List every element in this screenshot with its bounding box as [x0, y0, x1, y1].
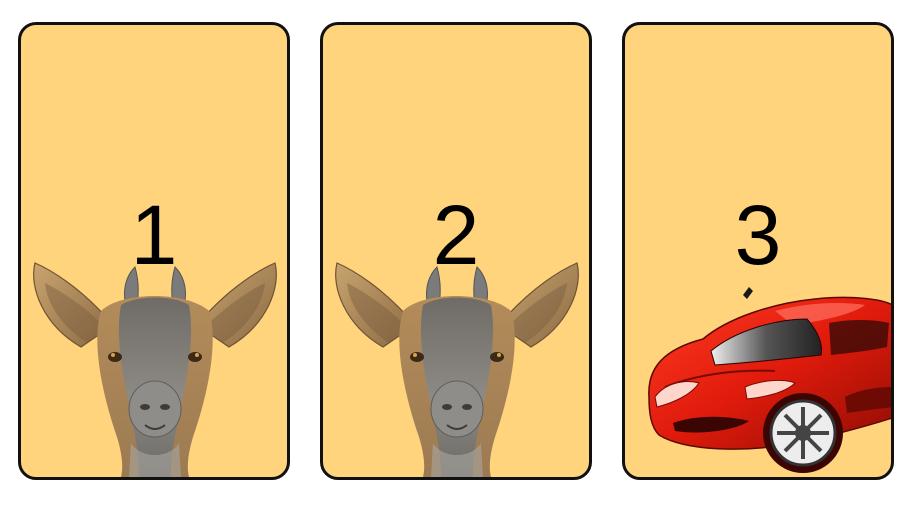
goat-icon [335, 262, 579, 477]
door-number-1: 1 [130, 188, 178, 282]
door-number-3: 3 [734, 188, 782, 282]
goat-icon [33, 262, 277, 477]
car-icon [648, 287, 891, 473]
door-number-2: 2 [432, 188, 480, 282]
door-2[interactable]: 2 [320, 22, 592, 480]
door-1[interactable]: 1 [18, 22, 290, 480]
door-3[interactable]: 3 [622, 22, 894, 480]
